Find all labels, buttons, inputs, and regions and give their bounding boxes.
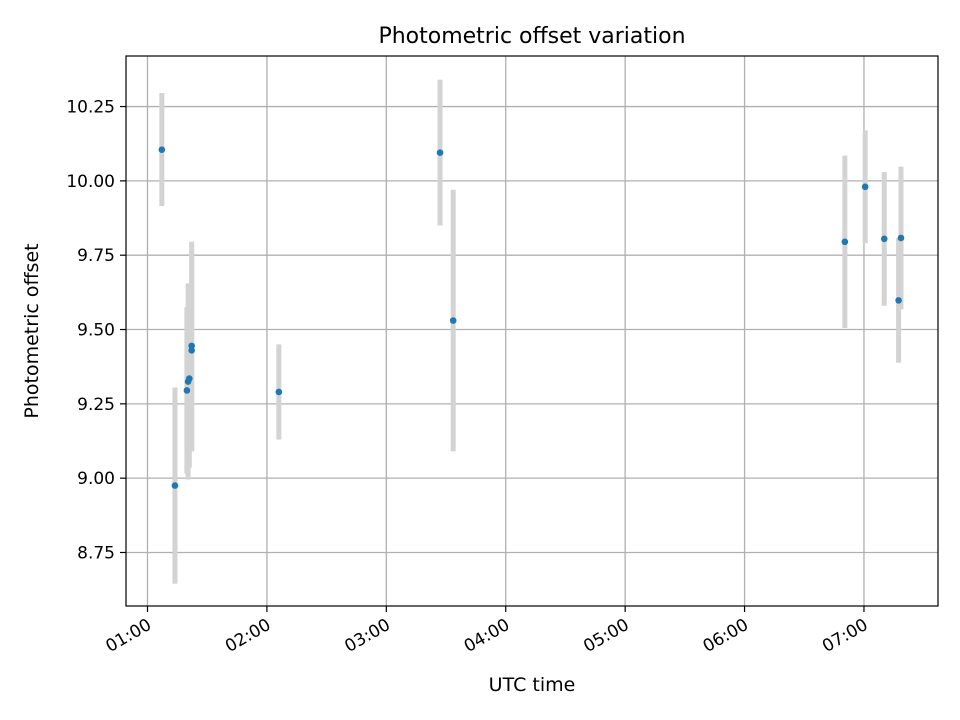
grid-lines [126, 56, 938, 606]
y-tick-label: 10.25 [66, 98, 115, 118]
data-point [895, 297, 902, 304]
x-axis-label: UTC time [489, 674, 576, 696]
data-point [188, 342, 195, 350]
chart-title: Photometric offset variation [378, 24, 685, 49]
data-point [897, 234, 905, 242]
y-tick-label: 9.50 [77, 321, 115, 341]
data-point [158, 146, 166, 153]
y-tick-label: 9.75 [77, 246, 115, 266]
data-point [183, 387, 191, 394]
data-point [880, 235, 888, 243]
y-tick-label: 10.00 [66, 172, 115, 192]
data-point [436, 149, 444, 156]
data-point [171, 482, 179, 489]
data-point [449, 317, 457, 324]
data-point [185, 375, 193, 382]
y-tick-label: 8.75 [77, 543, 115, 563]
data-point [841, 238, 849, 246]
data-point [861, 183, 869, 191]
y-axis-label: Photometric offset [21, 243, 43, 418]
data-points [158, 146, 905, 489]
y-tick-label: 9.25 [77, 395, 115, 415]
y-tick-label: 9.00 [77, 469, 115, 489]
data-point [275, 388, 283, 396]
plot-area-frame [125, 55, 939, 607]
y-axis-ticks: 8.75 9.00 9.25 9.50 9.75 10.00 10.25 [66, 98, 126, 563]
